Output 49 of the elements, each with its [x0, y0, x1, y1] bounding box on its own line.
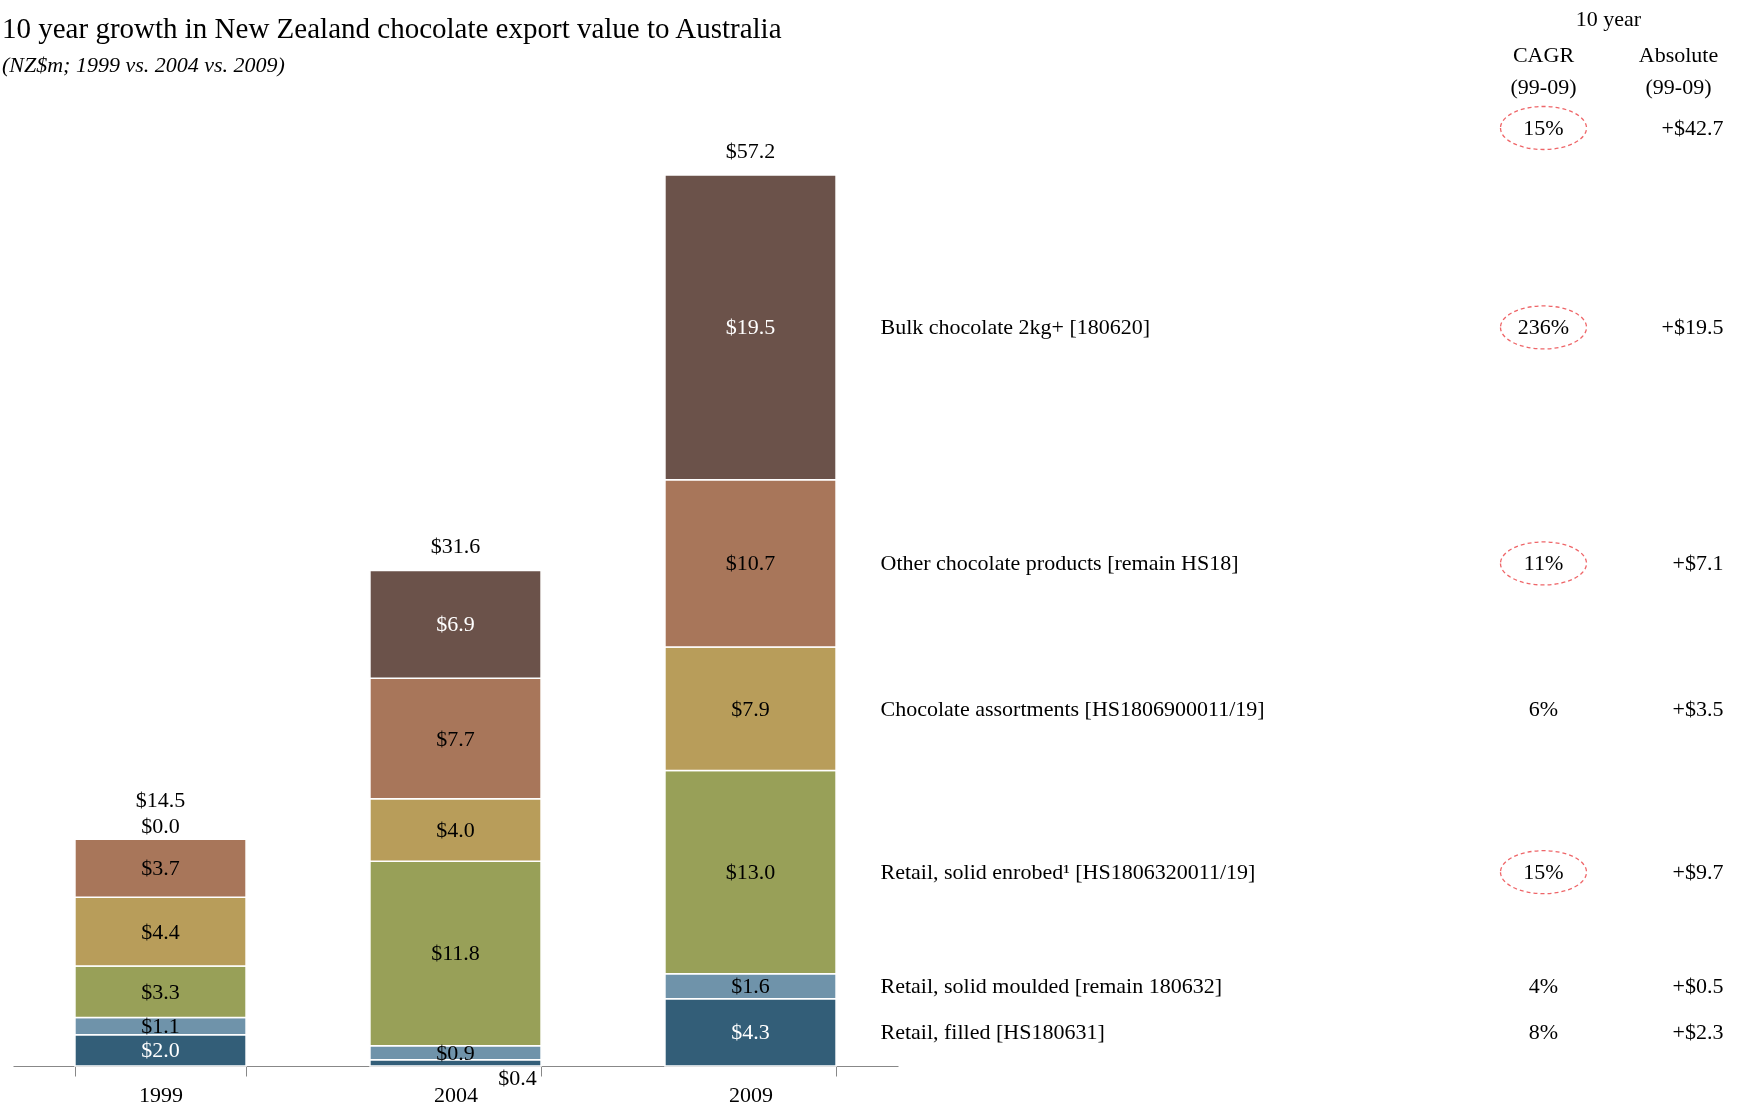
text: 10 year: [1575, 6, 1642, 31]
text: +$0.5: [1672, 973, 1724, 999]
data-label: $0.0: [141, 813, 180, 839]
text: Absolute (99-09): [1638, 42, 1719, 99]
data-label: $0.9: [436, 1039, 475, 1065]
data-label: $4.0: [436, 816, 475, 842]
text: Bulk chocolate 2kg+ [180620]: [880, 314, 1151, 340]
total-label: $14.5: [135, 787, 186, 813]
text: Retail, solid moulded [remain 180632]: [880, 973, 1223, 999]
data-label: $10.7: [725, 550, 776, 576]
text: +$9.7: [1672, 859, 1724, 885]
text: 6%: [1528, 695, 1559, 721]
text: 236%: [1517, 314, 1570, 340]
data-label: $7.7: [436, 725, 475, 751]
data-label: $3.7: [141, 855, 180, 881]
data-label: $7.9: [731, 695, 770, 721]
data-label: $3.3: [141, 978, 180, 1004]
data-label: $11.8: [431, 940, 480, 966]
chart-subtitle: (NZ$m; 1999 vs. 2004 vs. 2009): [2, 52, 285, 78]
text: +$19.5: [1661, 314, 1724, 340]
total-label: $31.6: [430, 533, 481, 559]
data-label: $2.0: [141, 1037, 180, 1063]
text: Other chocolate products [remain HS18]: [880, 550, 1239, 576]
x-tick-label: 2004: [434, 1081, 478, 1107]
text: Retail, solid enrobed¹ [HS1806320011/19]: [880, 859, 1256, 885]
text: +$42.7: [1661, 115, 1724, 140]
total-label: $57.2: [725, 138, 776, 163]
text: +$2.3: [1672, 1019, 1724, 1045]
text: Retail, filled [HS180631]: [880, 1019, 1105, 1045]
text: 8%: [1528, 1019, 1559, 1045]
chart-title: 10 year growth in New Zealand chocolate export value to Australia: [2, 12, 782, 45]
x-tick-label: 1999: [139, 1081, 183, 1107]
text: CAGR (99-09): [1510, 42, 1577, 99]
text: 15%: [1523, 115, 1564, 140]
text: 4%: [1528, 973, 1559, 999]
text: 15%: [1523, 859, 1564, 885]
text: +$7.1: [1672, 550, 1724, 576]
data-label: $6.9: [436, 611, 475, 637]
data-label: $1.1: [141, 1013, 180, 1039]
data-label: $19.5: [725, 314, 776, 340]
text: 11%: [1523, 550, 1564, 576]
x-tick-label: 2009: [729, 1081, 773, 1107]
data-label: $4.3: [731, 1019, 770, 1045]
data-label: $13.0: [725, 859, 776, 885]
text: Chocolate assortments [HS1806900011/19]: [880, 695, 1265, 721]
data-label: $1.6: [731, 973, 770, 999]
text: +$3.5: [1672, 695, 1724, 721]
data-label: $4.4: [141, 918, 180, 944]
data-label: $0.4: [498, 1065, 537, 1090]
